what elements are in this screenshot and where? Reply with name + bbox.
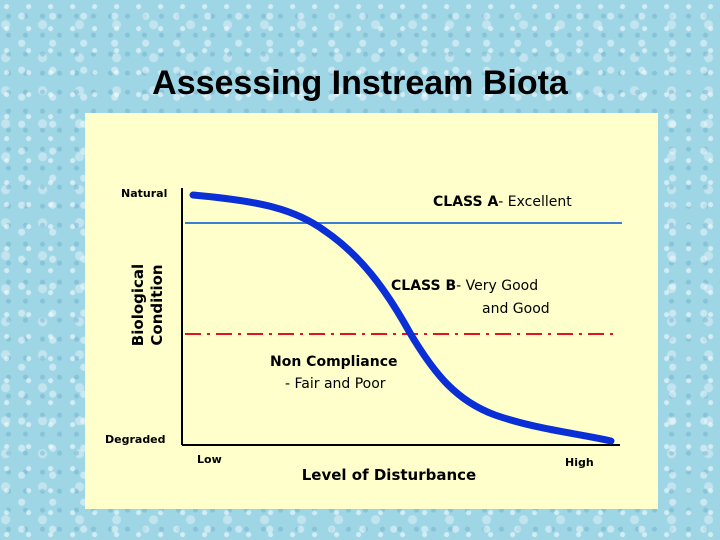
noncompliance-line2: - Fair and Poor <box>285 376 386 392</box>
biological-condition-curve <box>189 191 615 445</box>
x-left-label: Low <box>197 453 222 466</box>
y-axis-title: Biological Condition <box>129 264 166 346</box>
class-b-label: CLASS B- Very Good <box>391 278 538 294</box>
y-bottom-label: Degraded <box>105 433 166 446</box>
y-axis-title-line1: Biological <box>129 264 147 346</box>
class-b-desc2: and Good <box>482 301 550 317</box>
diagram-panel: Natural Degraded Biological Condition Lo… <box>85 113 658 509</box>
noncompliance-line1: Non Compliance <box>270 354 397 370</box>
y-top-label: Natural <box>121 187 167 200</box>
x-right-label: High <box>565 456 594 469</box>
class-b-bold: CLASS B <box>391 278 456 294</box>
biological-condition-diagram: Natural Degraded Biological Condition Lo… <box>105 187 622 484</box>
x-axis-title: Level of Disturbance <box>302 466 476 484</box>
class-a-label: CLASS A- Excellent <box>433 194 572 210</box>
class-a-bold: CLASS A <box>433 194 498 210</box>
slide-title: Assessing Instream Biota <box>152 64 568 102</box>
y-axis-title-line2: Condition <box>148 264 166 345</box>
class-b-desc1: - Very Good <box>456 278 538 294</box>
class-a-desc: - Excellent <box>498 194 572 210</box>
